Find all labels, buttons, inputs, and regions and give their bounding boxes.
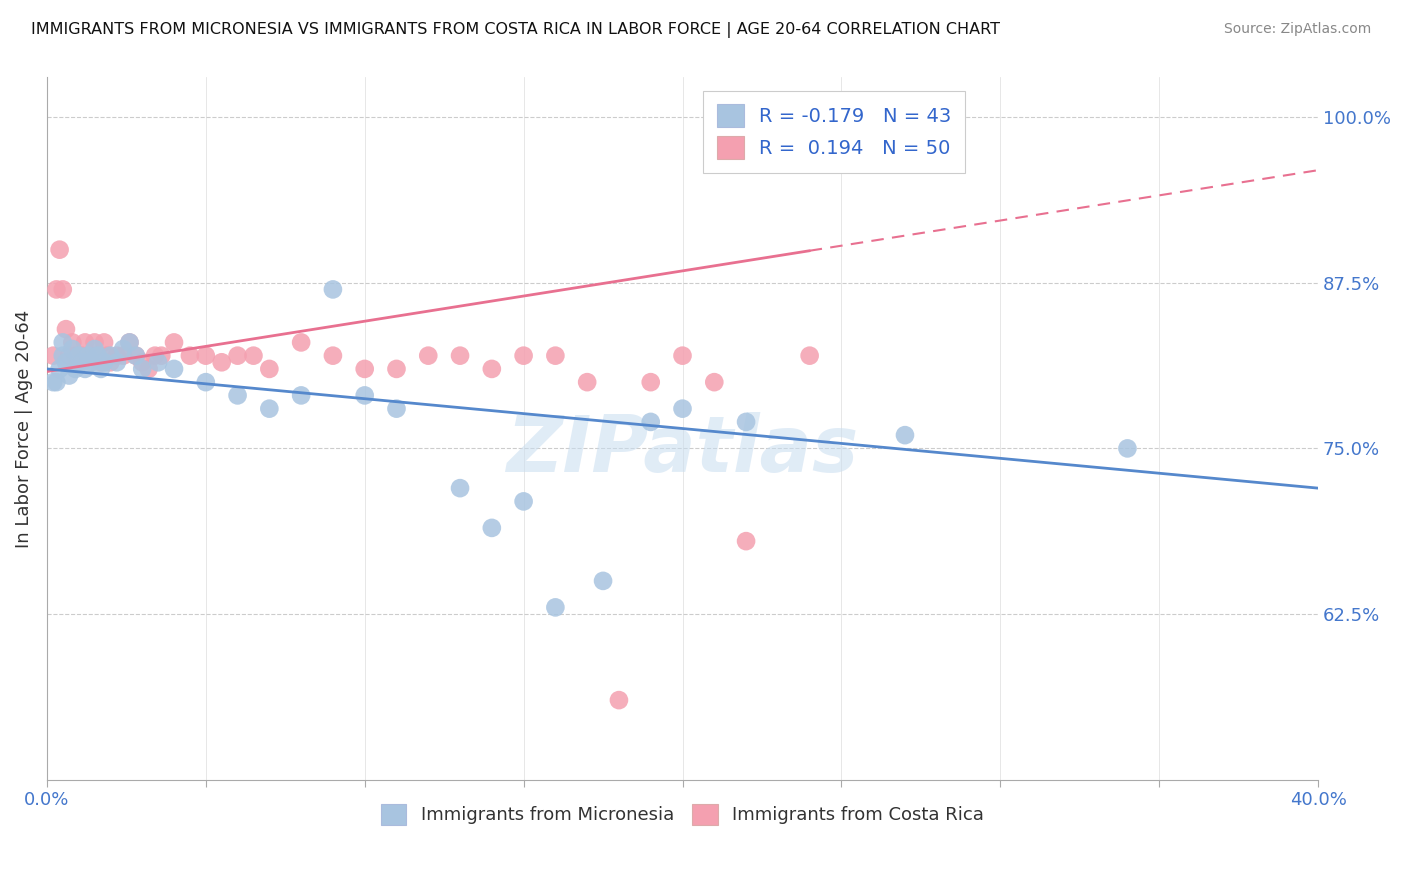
Legend: Immigrants from Micronesia, Immigrants from Costa Rica: Immigrants from Micronesia, Immigrants f… [373, 795, 993, 834]
Point [65, 349, 87, 363]
Point [112, 342, 135, 356]
Point [60, 335, 83, 350]
Point [226, 388, 249, 402]
Point [544, 349, 567, 363]
Point [100, 355, 122, 369]
Point [163, 362, 186, 376]
Point [65, 362, 87, 376]
Point [55, 322, 77, 336]
Point [799, 349, 821, 363]
Text: Source: ZipAtlas.com: Source: ZipAtlas.com [1223, 22, 1371, 37]
Point [449, 349, 471, 363]
Point [143, 349, 166, 363]
Point [640, 415, 662, 429]
Point [226, 349, 249, 363]
Point [735, 415, 758, 429]
Point [118, 335, 141, 350]
Point [52, 349, 75, 363]
Point [671, 401, 693, 416]
Point [259, 401, 281, 416]
Point [45, 282, 67, 296]
Point [703, 375, 725, 389]
Point [512, 349, 534, 363]
Point [52, 335, 75, 350]
Point [353, 362, 375, 376]
Point [83, 335, 105, 350]
Point [90, 362, 112, 376]
Point [481, 521, 503, 535]
Y-axis label: In Labor Force | Age 20-64: In Labor Force | Age 20-64 [15, 310, 32, 548]
Point [118, 335, 141, 350]
Point [163, 335, 186, 350]
Point [55, 355, 77, 369]
Point [576, 375, 599, 389]
Point [385, 401, 408, 416]
Point [67, 349, 90, 363]
Point [194, 375, 217, 389]
Point [290, 335, 312, 350]
Point [112, 349, 135, 363]
Point [259, 362, 281, 376]
Point [83, 342, 105, 356]
Point [93, 355, 115, 369]
Point [96, 349, 118, 363]
Point [70, 355, 93, 369]
Point [418, 349, 440, 363]
Point [671, 349, 693, 363]
Point [194, 349, 217, 363]
Point [48, 362, 70, 376]
Point [894, 428, 917, 442]
Point [105, 355, 128, 369]
Point [80, 355, 103, 369]
Point [125, 349, 148, 363]
Point [242, 349, 264, 363]
Point [449, 481, 471, 495]
Point [735, 534, 758, 549]
Point [90, 355, 112, 369]
Point [58, 349, 80, 363]
Point [80, 349, 103, 363]
Point [45, 375, 67, 389]
Point [42, 349, 65, 363]
Point [640, 375, 662, 389]
Point [322, 349, 344, 363]
Point [353, 388, 375, 402]
Point [385, 362, 408, 376]
Point [544, 600, 567, 615]
Point [138, 362, 160, 376]
Point [150, 349, 173, 363]
Point [105, 349, 128, 363]
Point [211, 355, 233, 369]
Point [290, 388, 312, 402]
Point [607, 693, 630, 707]
Point [512, 494, 534, 508]
Point [70, 349, 93, 363]
Point [67, 355, 90, 369]
Point [60, 342, 83, 356]
Point [87, 349, 110, 363]
Point [322, 282, 344, 296]
Point [131, 355, 153, 369]
Point [42, 375, 65, 389]
Point [73, 362, 96, 376]
Text: ZIPatlas: ZIPatlas [506, 411, 859, 488]
Point [146, 355, 169, 369]
Point [592, 574, 614, 588]
Point [100, 349, 122, 363]
Point [125, 349, 148, 363]
Point [73, 335, 96, 350]
Point [48, 243, 70, 257]
Text: IMMIGRANTS FROM MICRONESIA VS IMMIGRANTS FROM COSTA RICA IN LABOR FORCE | AGE 20: IMMIGRANTS FROM MICRONESIA VS IMMIGRANTS… [31, 22, 1000, 38]
Point [481, 362, 503, 376]
Point [93, 335, 115, 350]
Point [87, 349, 110, 363]
Point [77, 349, 100, 363]
Point [1116, 442, 1139, 456]
Point [52, 282, 75, 296]
Point [77, 349, 100, 363]
Point [131, 362, 153, 376]
Point [179, 349, 201, 363]
Point [58, 368, 80, 383]
